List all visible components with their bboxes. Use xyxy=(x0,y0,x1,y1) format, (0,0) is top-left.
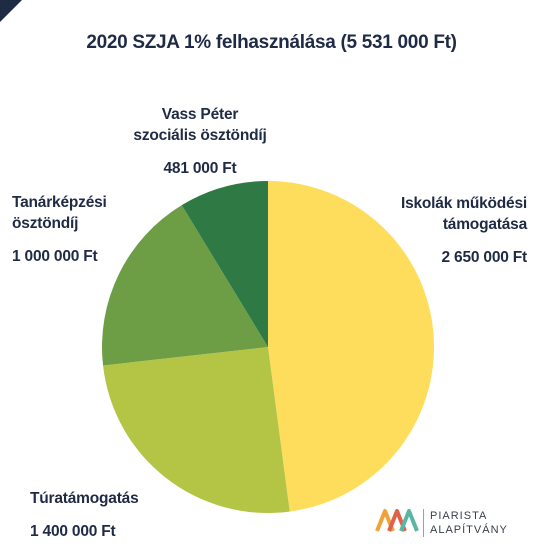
label-turatamogatas: Túratámogatás 1 400 000 Ft xyxy=(30,488,210,542)
label-tura-line1: Túratámogatás xyxy=(30,490,139,507)
label-tanar-amount: 1 000 000 Ft xyxy=(12,248,98,265)
label-iskola-line1: Iskolák működési xyxy=(400,195,527,212)
label-iskolak: Iskolák működési támogatása 2 650 000 Ft xyxy=(337,193,527,268)
pie-slice-0 xyxy=(268,181,435,512)
label-tanar-line2: ösztöndíj xyxy=(12,215,79,232)
pie-slice-3 xyxy=(181,181,268,347)
chart-title: 2020 SZJA 1% felhasználása (5 531 000 Ft… xyxy=(86,32,457,53)
piarista-logo-mark xyxy=(375,509,419,532)
logo-line1: PIARISTA xyxy=(430,510,488,522)
label-tanarkepzesi: Tanárképzési ösztöndíj 1 000 000 Ft xyxy=(12,192,162,267)
piarista-logo-text: PIARISTA ALAPÍTVÁNY xyxy=(423,509,508,537)
label-vass-line1: Vass Péter xyxy=(161,106,239,123)
label-vass-peter: Vass Péter szociális ösztöndíj 481 000 F… xyxy=(120,104,280,179)
label-tura-amount: 1 400 000 Ft xyxy=(30,523,116,540)
label-tanar-line1: Tanárképzési xyxy=(12,194,107,211)
label-iskola-line2: támogatása xyxy=(442,216,527,233)
pie-slice-1 xyxy=(103,347,290,513)
label-vass-line2: szociális ösztöndíj xyxy=(133,127,267,144)
corner-triangle xyxy=(0,0,22,22)
logo-line2: ALAPÍTVÁNY xyxy=(430,524,508,536)
label-iskola-amount: 2 650 000 Ft xyxy=(441,249,528,266)
label-vass-amount: 481 000 Ft xyxy=(163,160,237,177)
piarista-logo: PIARISTA ALAPÍTVÁNY xyxy=(375,505,535,545)
pie-slice-2 xyxy=(102,205,268,366)
